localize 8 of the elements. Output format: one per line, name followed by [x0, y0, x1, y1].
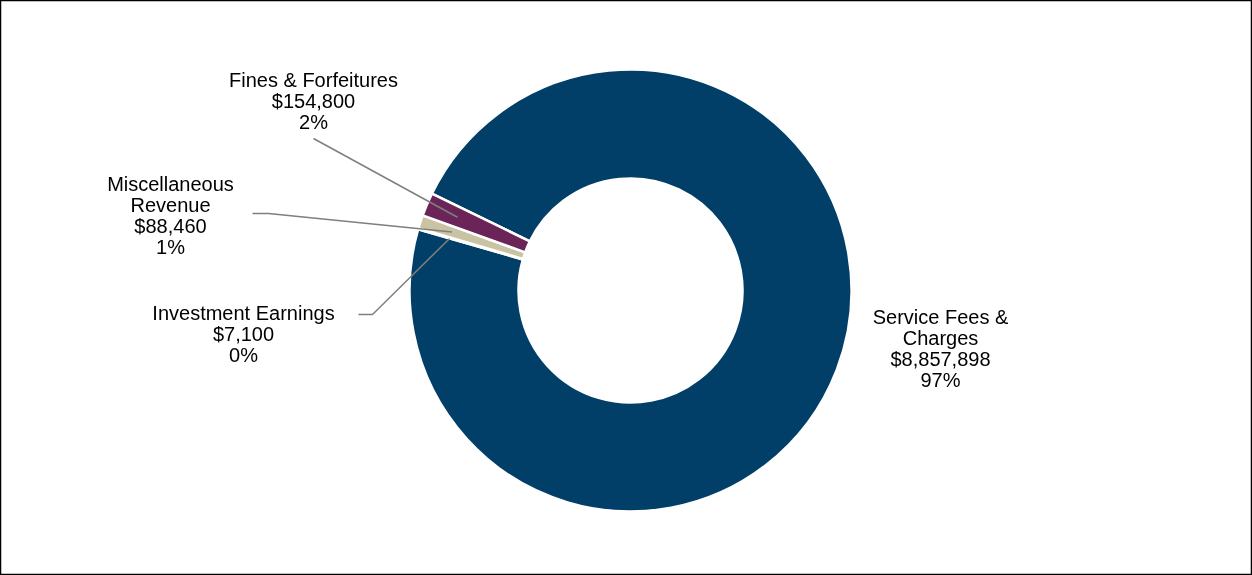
data-label: $154,800 2%: [271, 89, 356, 133]
slice-label: Investment Earnings: [152, 301, 335, 324]
slice-label: Fines & Forfeitures: [229, 68, 398, 91]
slice-label: Service Fees & Charges: [872, 306, 1009, 349]
data-label: $8,857,898 97%: [890, 348, 991, 391]
slice-label: Miscellaneous Revenue: [107, 173, 234, 216]
data-label: $88,460 1%: [134, 215, 207, 258]
data-label: $7,100 0%: [212, 322, 275, 366]
